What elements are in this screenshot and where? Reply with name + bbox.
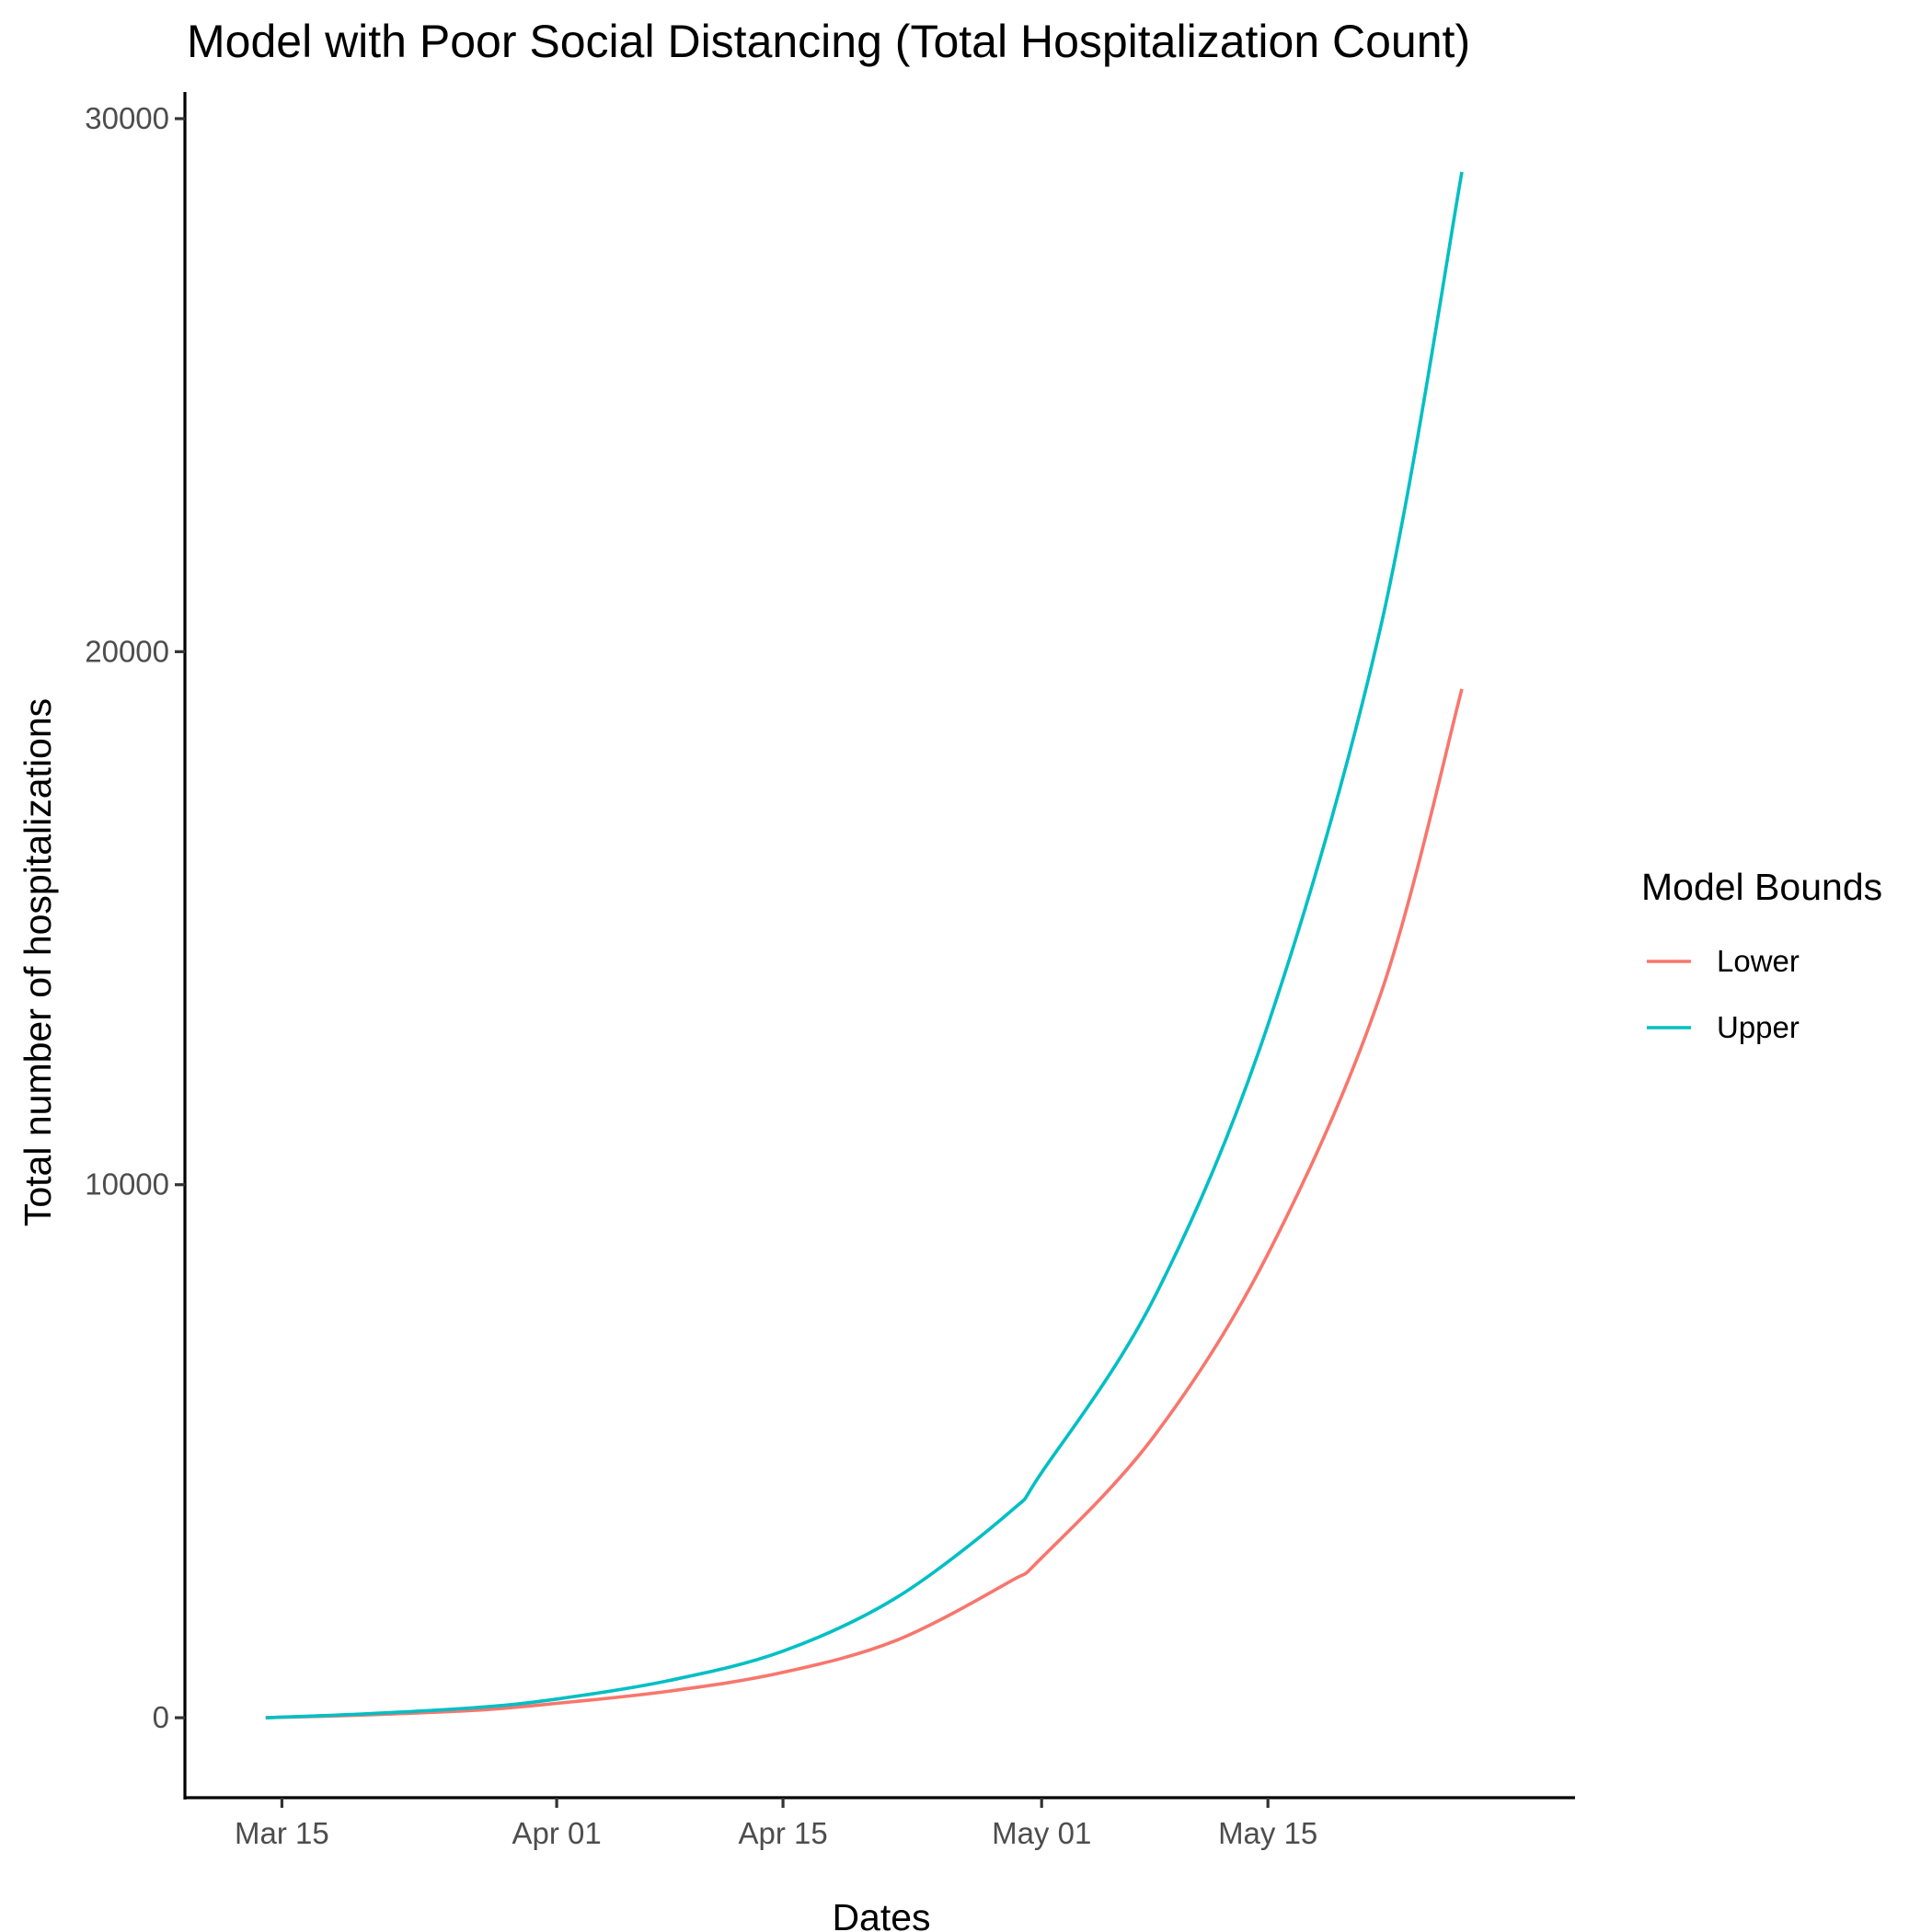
plot-area: 0 10000 20000 30000 Mar 15 Apr 01 Apr 15 May 0… — [85, 92, 1575, 1850]
legend-title: Model Bounds — [1641, 866, 1882, 908]
legend: Model Bounds Lower Upper — [1641, 866, 1882, 1044]
x-tick-label: Apr 01 — [512, 1816, 601, 1850]
legend-label-upper: Upper — [1717, 1010, 1800, 1044]
series-line-lower — [265, 688, 1464, 1719]
y-tick-label: 10000 — [85, 1167, 169, 1202]
legend-items: Lower Upper — [1647, 944, 1800, 1044]
chart-title: Model with Poor Social Distancing (Total… — [187, 16, 1470, 67]
x-tick-label: Apr 15 — [738, 1816, 827, 1850]
x-ticks: Mar 15 Apr 01 Apr 15 May 01 May 15 — [235, 1798, 1317, 1850]
x-tick-label: May 15 — [1218, 1816, 1317, 1850]
series-line-upper — [265, 171, 1464, 1719]
y-tick-label: 0 — [153, 1700, 169, 1734]
y-tick-label: 30000 — [85, 101, 169, 135]
series-layer — [265, 171, 1464, 1719]
legend-label-lower: Lower — [1717, 944, 1800, 978]
x-axis-title: Dates — [832, 1896, 930, 1932]
y-ticks: 0 10000 20000 30000 — [85, 101, 185, 1734]
x-tick-label: Mar 15 — [235, 1816, 329, 1850]
x-tick-label: May 01 — [992, 1816, 1091, 1850]
y-axis-title: Total number of hospitalizations — [17, 698, 59, 1226]
y-tick-label: 20000 — [85, 634, 169, 668]
